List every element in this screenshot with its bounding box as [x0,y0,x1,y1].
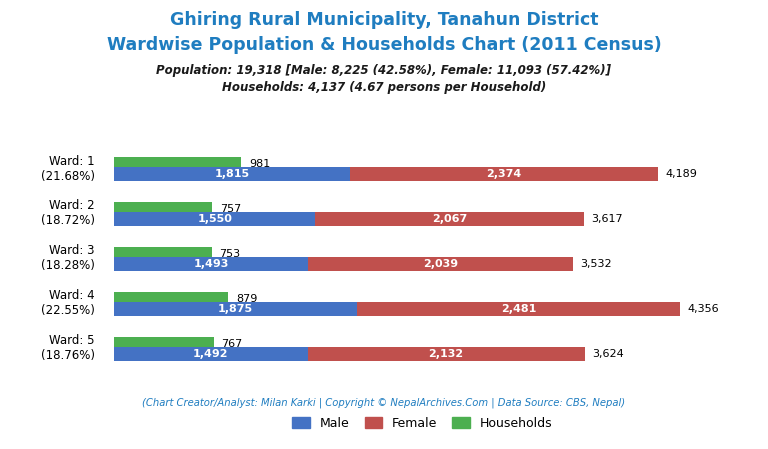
Bar [114,212,316,226]
Text: (Chart Creator/Analyst: Milan Karki | Copyright © NepalArchives.Com | Data Sourc: (Chart Creator/Analyst: Milan Karki | Co… [142,397,626,408]
Text: 3,617: 3,617 [591,214,623,224]
Legend: Male, Female, Households: Male, Female, Households [287,412,558,435]
Bar [114,202,212,216]
Text: 753: 753 [220,249,240,259]
Bar [114,347,308,361]
Text: 767: 767 [221,339,243,349]
Text: Population: 19,318 [Male: 8,225 (42.58%), Female: 11,093 (57.42%)]: Population: 19,318 [Male: 8,225 (42.58%)… [157,64,611,77]
Text: 2,039: 2,039 [422,259,458,269]
Text: 3,624: 3,624 [592,349,624,359]
Bar [316,212,584,226]
Text: Ward: 4
(22.55%): Ward: 4 (22.55%) [41,289,94,317]
Text: Ward: 1
(21.68%): Ward: 1 (21.68%) [41,154,94,183]
Bar [349,167,658,181]
Text: 1,815: 1,815 [214,169,250,179]
Bar [114,157,241,172]
Text: Ghiring Rural Municipality, Tanahun District: Ghiring Rural Municipality, Tanahun Dist… [170,11,598,29]
Text: Households: 4,137 (4.67 persons per Household): Households: 4,137 (4.67 persons per Hous… [222,81,546,94]
Text: 2,481: 2,481 [501,304,536,314]
Text: 1,493: 1,493 [194,259,229,269]
Bar [114,167,349,181]
Bar [114,247,212,261]
Text: 757: 757 [220,204,241,214]
Text: Ward: 3
(18.28%): Ward: 3 (18.28%) [41,244,94,273]
Text: 3,532: 3,532 [581,259,612,269]
Text: 4,356: 4,356 [687,304,719,314]
Text: 2,374: 2,374 [486,169,521,179]
Text: Ward: 2
(18.72%): Ward: 2 (18.72%) [41,199,94,228]
Text: 4,189: 4,189 [666,169,697,179]
Text: 879: 879 [236,294,257,304]
Text: 981: 981 [249,159,270,169]
Bar [114,337,214,351]
Bar [114,257,308,271]
Text: 2,067: 2,067 [432,214,467,224]
Text: 1,550: 1,550 [197,214,232,224]
Text: 2,132: 2,132 [429,349,464,359]
Text: Ward: 5
(18.76%): Ward: 5 (18.76%) [41,334,94,362]
Bar [308,257,573,271]
Bar [114,292,228,306]
Bar [357,302,680,316]
Text: 1,492: 1,492 [193,349,229,359]
Bar [308,347,584,361]
Bar [114,302,357,316]
Text: 1,875: 1,875 [218,304,253,314]
Text: Wardwise Population & Households Chart (2011 Census): Wardwise Population & Households Chart (… [107,36,661,54]
